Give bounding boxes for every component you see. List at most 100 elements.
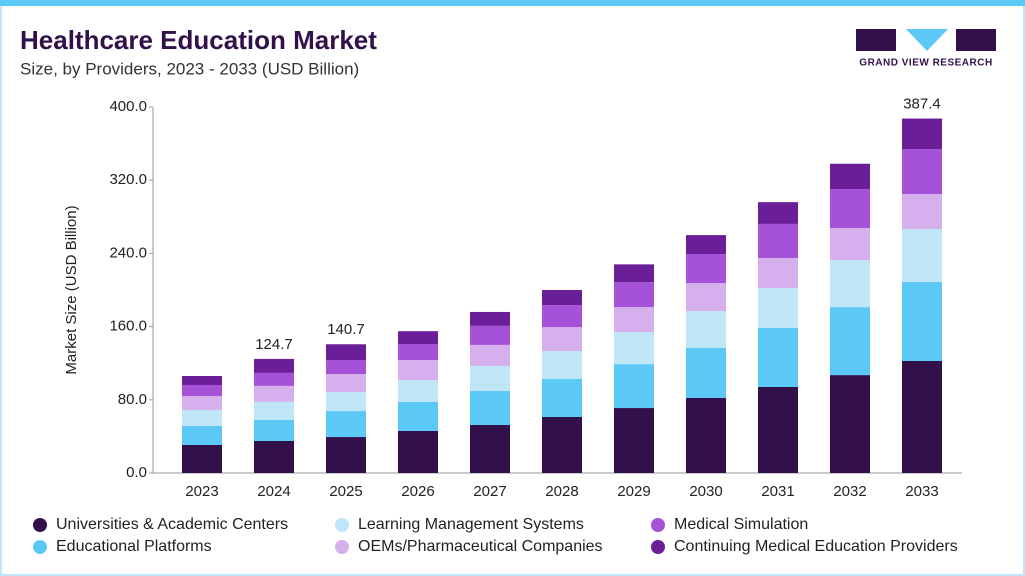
bar-segment: [542, 379, 582, 418]
x-tick-label: 2024: [257, 483, 290, 500]
x-tick-label: 2031: [761, 483, 794, 500]
y-tick-label: 400.0: [109, 98, 147, 115]
legend-marker: [335, 540, 349, 554]
bar-segment: [182, 425, 222, 446]
bar-segment: [470, 325, 510, 345]
bar-segment: [758, 287, 798, 328]
bar-segment: [254, 401, 294, 420]
total-label: 140.7: [327, 321, 365, 338]
bar-segment: [254, 372, 294, 386]
bar-segment: [470, 424, 510, 473]
bar-segment: [686, 235, 726, 255]
bar-segment: [902, 148, 942, 195]
legend-marker: [651, 540, 665, 554]
total-label: 124.7: [255, 336, 293, 353]
legend-label: Medical Simulation: [674, 516, 808, 533]
bar-segment: [326, 359, 366, 374]
bar-segment: [182, 409, 222, 426]
bar-segment: [254, 440, 294, 473]
bar-segment: [830, 260, 870, 308]
y-tick-label: 240.0: [109, 244, 147, 261]
bar-segment: [902, 194, 942, 230]
logo-text: GRAND VIEW RESEARCH: [859, 58, 992, 69]
bar-segment: [758, 386, 798, 473]
legend-marker: [335, 518, 349, 532]
bar-segment: [542, 327, 582, 352]
bar-segment: [686, 283, 726, 312]
bar-segment: [902, 118, 942, 149]
bar-segment: [470, 365, 510, 391]
legend-marker: [33, 518, 47, 532]
bar-segment: [326, 411, 366, 438]
bar-segment: [398, 359, 438, 381]
bar-segment: [614, 264, 654, 283]
bar-segment: [614, 282, 654, 308]
bar-segment: [182, 384, 222, 396]
bar-segment: [758, 257, 798, 288]
bar-segment: [686, 311, 726, 349]
bar-segment: [542, 305, 582, 328]
bar-segment: [902, 229, 942, 283]
bar-segment: [254, 358, 294, 373]
x-tick-label: 2027: [473, 483, 506, 500]
bar-segment: [830, 307, 870, 376]
legend-label: OEMs/Pharmaceutical Companies: [358, 538, 603, 555]
bar-segment: [758, 223, 798, 258]
bar-segment: [254, 419, 294, 441]
x-tick-label: 2023: [185, 483, 218, 500]
logo: GRAND VIEW RESEARCH: [856, 29, 996, 69]
y-axis-label: Market Size (USD Billion): [63, 205, 80, 374]
logo-block: [856, 29, 896, 51]
bar-segment: [902, 282, 942, 362]
x-tick-label: 2030: [689, 483, 722, 500]
legend-label: Educational Platforms: [56, 538, 212, 555]
bar-segment: [398, 343, 438, 360]
bar-segment: [758, 327, 798, 387]
bar-segment: [830, 163, 870, 190]
x-tick-label: 2032: [833, 483, 866, 500]
total-label: 387.4: [903, 95, 941, 112]
bar-segment: [398, 380, 438, 402]
x-tick-label: 2028: [545, 483, 578, 500]
bar-segment: [398, 331, 438, 344]
y-tick-label: 320.0: [109, 171, 147, 188]
bar-segment: [614, 364, 654, 409]
logo-block: [906, 29, 948, 51]
bar-segment: [686, 348, 726, 398]
bar-segment: [182, 445, 222, 473]
chart-subtitle: Size, by Providers, 2023 - 2033 (USD Bil…: [20, 59, 359, 78]
bar-segment: [470, 344, 510, 366]
bar-segment: [398, 431, 438, 473]
x-tick-label: 2033: [905, 483, 938, 500]
bar-segment: [542, 351, 582, 380]
bar-segment: [686, 254, 726, 284]
bar-segment: [614, 408, 654, 473]
bar-segment: [326, 392, 366, 412]
bar-segment: [542, 417, 582, 473]
x-tick-label: 2025: [329, 483, 362, 500]
chart-title: Healthcare Education Market: [20, 25, 377, 55]
legend-marker: [33, 540, 47, 554]
bar-segment: [542, 290, 582, 306]
bar-segment: [614, 307, 654, 333]
bar-segment: [182, 376, 222, 385]
bar-segment: [614, 332, 654, 365]
bar-segment: [182, 395, 222, 410]
logo-block: [956, 29, 996, 51]
y-tick-label: 160.0: [109, 318, 147, 335]
top-strip: [0, 0, 1025, 6]
bar-segment: [470, 311, 510, 326]
bar-segment: [830, 375, 870, 473]
bar-segment: [326, 344, 366, 360]
bar-segment: [758, 202, 798, 224]
bar-segment: [398, 401, 438, 432]
x-tick-label: 2026: [401, 483, 434, 500]
bar-segment: [470, 390, 510, 425]
bar-segment: [902, 361, 942, 473]
y-tick-label: 0.0: [126, 464, 147, 481]
bar-segment: [254, 385, 294, 402]
bar-segment: [326, 373, 366, 393]
legend-label: Universities & Academic Centers: [56, 516, 288, 533]
